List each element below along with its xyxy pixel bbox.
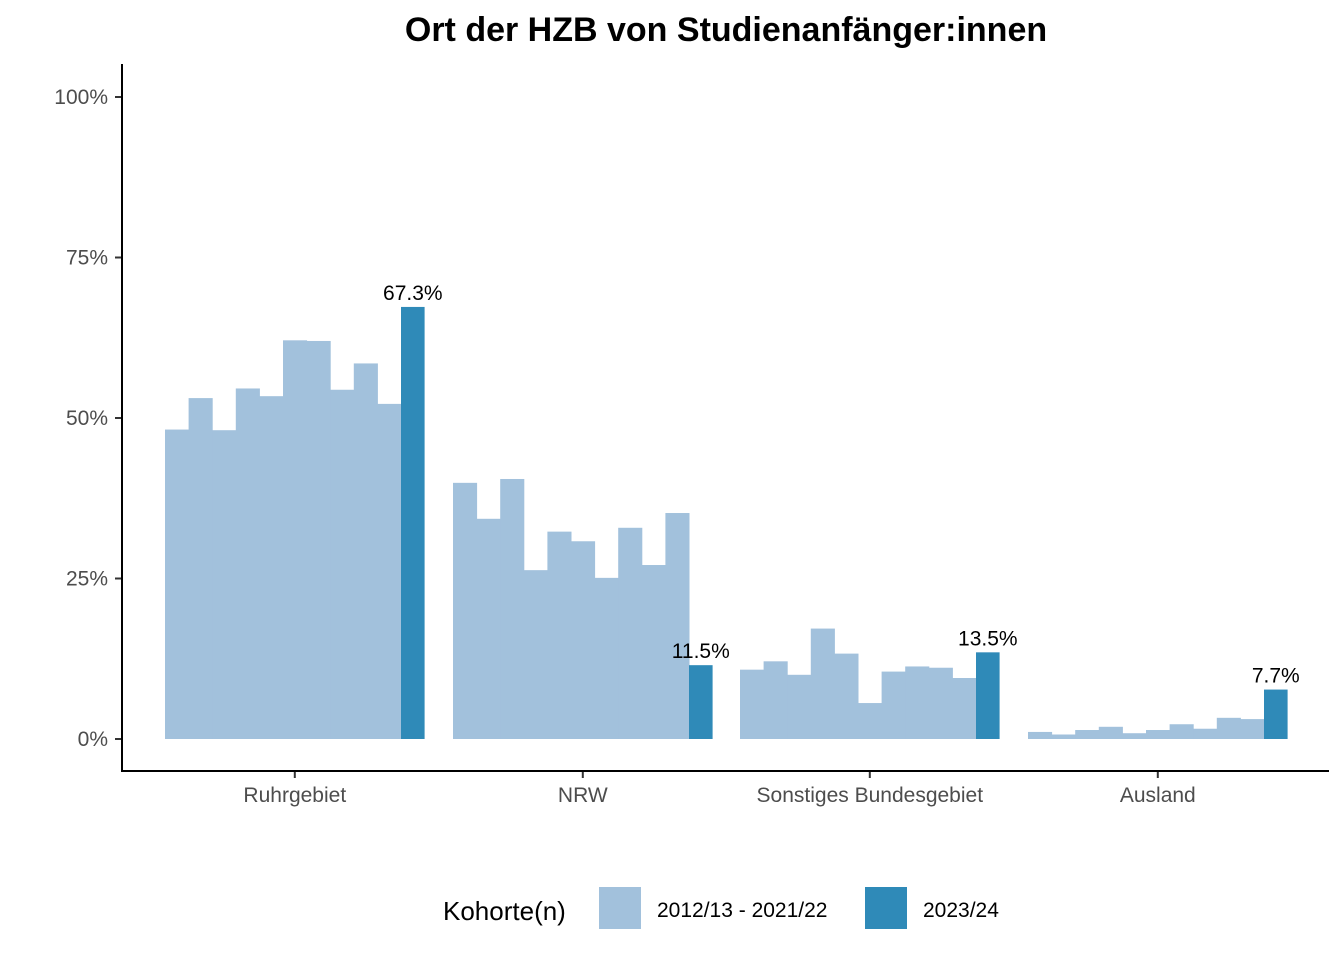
bar-historical — [306, 340, 331, 739]
x-tick-label: Ruhrgebiet — [243, 784, 346, 807]
bar-historical — [1169, 724, 1194, 739]
legend-swatch-current — [865, 887, 907, 929]
x-tick-label: NRW — [558, 784, 608, 807]
bar-historical — [1146, 730, 1171, 739]
bar-historical — [1051, 734, 1076, 739]
bar-historical — [1122, 733, 1147, 739]
bar-historical — [353, 363, 378, 739]
x-tick-label: Sonstiges Bundesgebiet — [757, 784, 984, 807]
y-tick-label: 25% — [66, 568, 108, 591]
bar-historical — [763, 661, 788, 739]
bar-historical — [1098, 726, 1123, 739]
bar-historical — [787, 674, 812, 739]
bar-historical — [1193, 728, 1218, 739]
bar-current — [1264, 689, 1288, 739]
bar-historical — [547, 531, 572, 739]
bar-historical — [500, 478, 525, 739]
y-tick-label: 75% — [66, 247, 108, 270]
bar-historical — [1216, 717, 1241, 739]
bar-historical — [476, 518, 501, 739]
bar-value-label: 7.7% — [1252, 665, 1300, 688]
bar-historical — [740, 669, 765, 739]
bar-historical — [618, 527, 643, 739]
y-tick-label: 0% — [78, 728, 108, 751]
bar-historical — [212, 430, 237, 739]
bar-historical — [235, 388, 260, 739]
bar-historical — [905, 666, 930, 739]
data-labels: 67.3% 11.5% 13.5% 7.7% — [383, 282, 1300, 688]
chart-title: Ort der HZB von Studienanfänger:innen — [405, 11, 1047, 49]
bar-historical — [928, 667, 953, 739]
bar-historical — [259, 396, 284, 739]
x-axis-ticks: Ruhrgebiet NRW Sonstiges Bundesgebiet Ausla… — [243, 771, 1196, 807]
bars — [165, 306, 1288, 739]
legend-label-current: 2023/24 — [923, 899, 999, 922]
bar-current — [689, 665, 713, 739]
bar-historical — [834, 653, 859, 739]
bar-current — [976, 652, 1000, 739]
bar-historical — [665, 513, 690, 739]
bar-historical — [571, 541, 596, 739]
bar-historical — [330, 389, 355, 739]
legend: Kohorte(n) 2012/13 - 2021/22 2023/24 — [443, 887, 999, 929]
bar-value-label: 67.3% — [383, 282, 443, 305]
bar-historical — [641, 565, 666, 739]
bar-historical — [1240, 719, 1265, 739]
bar-historical — [165, 429, 190, 739]
bar-value-label: 13.5% — [958, 627, 1018, 650]
y-axis-ticks: 0% 25% 50% 75% 100% — [54, 86, 122, 751]
legend-label-historical: 2012/13 - 2021/22 — [657, 899, 827, 922]
bar-value-label: 11.5% — [672, 640, 730, 663]
bar-historical — [1028, 731, 1053, 739]
bar-historical — [858, 703, 883, 739]
bar-historical — [881, 671, 906, 739]
bar-historical — [952, 678, 977, 739]
legend-title: Kohorte(n) — [443, 896, 566, 926]
bar-historical — [594, 577, 619, 739]
bar-historical — [377, 403, 402, 739]
x-tick-label: Ausland — [1120, 784, 1196, 807]
bar-current — [401, 306, 425, 739]
bar-historical — [283, 340, 308, 739]
y-tick-label: 50% — [66, 407, 108, 430]
legend-swatch-historical — [599, 887, 641, 929]
bar-historical — [453, 482, 478, 739]
bar-historical — [188, 398, 213, 739]
bar-historical — [1075, 730, 1100, 739]
bar-historical — [810, 628, 835, 739]
bar-historical — [523, 570, 548, 739]
y-tick-label: 100% — [54, 86, 108, 109]
